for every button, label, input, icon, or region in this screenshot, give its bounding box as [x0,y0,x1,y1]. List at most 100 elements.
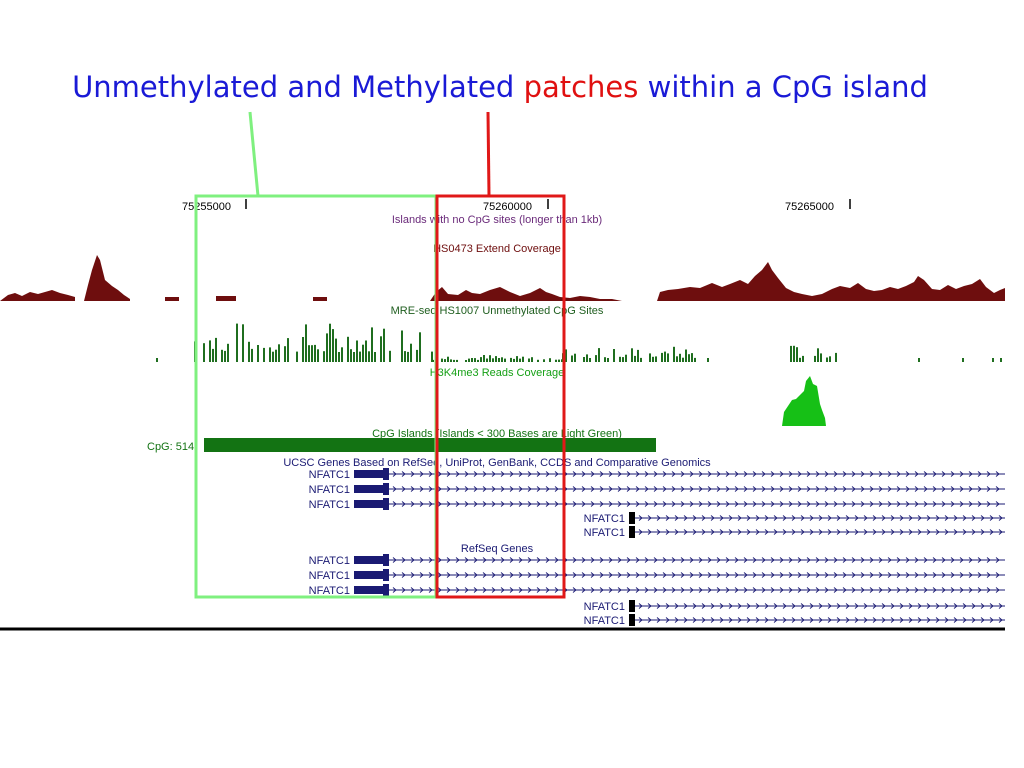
strand-arrow [944,515,949,521]
strand-arrow [554,587,559,593]
strand-arrow [806,501,811,507]
strand-arrow [869,471,874,477]
strand-arrow [926,617,931,623]
strand-arrow [680,471,685,477]
strand-arrow [914,501,919,507]
strand-arrow [836,515,841,521]
strand-arrow [482,572,487,578]
strand-arrow [809,515,814,521]
strand-arrow [626,557,631,563]
strand-arrow [653,572,658,578]
strand-arrow [890,515,895,521]
gene-label: NFATC1 [584,527,625,539]
title-highlight-patches: patches [523,70,639,104]
mre-bar [441,358,443,362]
mre-bar [637,349,639,362]
mre-bar [504,358,506,362]
strand-arrow [770,587,775,593]
strand-arrow [779,486,784,492]
strand-arrow [773,529,778,535]
mre-bar [522,356,524,362]
strand-arrow [887,572,892,578]
strand-arrow [689,501,694,507]
strand-arrow [818,515,823,521]
strand-arrow [716,587,721,593]
mre-bar [221,349,223,362]
strand-arrow [953,529,958,535]
strand-arrow [755,529,760,535]
coverage-signal [657,262,1005,301]
ruler-position-label: 75260000 [483,201,532,213]
strand-arrow [491,572,496,578]
strand-arrow [980,515,985,521]
strand-arrow [998,515,1003,521]
gene-exon [354,485,384,493]
strand-arrow [572,557,577,563]
mre-bar [622,357,624,362]
strand-arrow [683,603,688,609]
mre-bar [679,353,681,362]
strand-arrow [653,471,658,477]
strand-arrow [581,486,586,492]
strand-arrow [977,587,982,593]
strand-arrow [518,587,523,593]
mre-bar [829,356,831,362]
strand-arrow [590,486,595,492]
strand-arrow [824,557,829,563]
mre-bar [251,348,253,362]
slide-title: Unmethylated and Methylated patches with… [0,70,1000,104]
strand-arrow [680,557,685,563]
mre-bar [495,356,497,362]
mre-bar [631,348,633,362]
strand-arrow [860,486,865,492]
strand-arrow [572,572,577,578]
strand-arrow [791,603,796,609]
strand-arrow [836,529,841,535]
strand-arrow [800,515,805,521]
strand-arrow [977,501,982,507]
gene-exon [354,500,384,508]
strand-arrow [572,471,577,477]
strand-arrow [689,587,694,593]
strand-arrow [959,557,964,563]
mre-bar [305,324,307,362]
title-part-unmethylated: Unmethylated and Methylated [72,70,515,104]
strand-arrow [761,471,766,477]
gene-label: NFATC1 [309,469,350,481]
strand-arrow [662,587,667,593]
strand-arrow [518,501,523,507]
mre-seq-track [156,323,1002,362]
strand-arrow [482,486,487,492]
gene-exon [383,468,389,480]
strand-arrow [815,471,820,477]
strand-arrow [680,501,685,507]
strand-arrow [662,572,667,578]
strand-arrow [671,572,676,578]
strand-arrow [743,587,748,593]
strand-arrow [836,617,841,623]
mre-bar [707,358,709,362]
strand-arrow [707,471,712,477]
mre-bar [353,352,355,362]
strand-arrow [986,501,991,507]
mre-bar [513,358,515,362]
strand-arrow [953,603,958,609]
gene-label: NFATC1 [309,484,350,496]
strand-arrow [917,603,922,609]
mre-bar [248,341,250,362]
strand-arrow [464,501,469,507]
mre-bar [661,352,663,362]
strand-arrow [392,572,397,578]
strand-arrow [734,486,739,492]
strand-arrow [446,471,451,477]
strand-arrow [977,486,982,492]
mre-bar [335,338,337,362]
strand-arrow [815,572,820,578]
strand-arrow [473,572,478,578]
strand-arrow [869,501,874,507]
strand-arrow [854,617,859,623]
mre-bar [365,340,367,362]
strand-arrow [455,471,460,477]
strand-arrow [644,572,649,578]
strand-arrow [716,501,721,507]
